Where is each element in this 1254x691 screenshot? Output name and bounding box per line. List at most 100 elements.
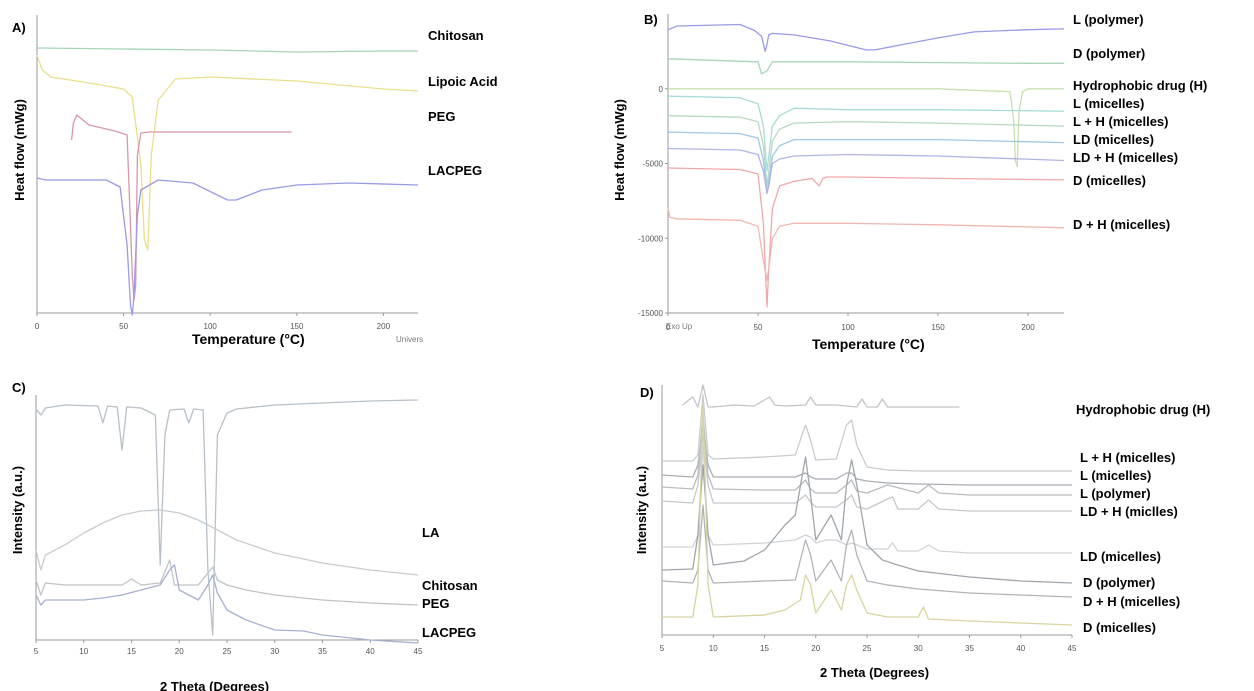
series-label: L + H (micelles)	[1073, 114, 1169, 129]
panel-label: A)	[12, 20, 26, 35]
x-tick-label: 0	[666, 323, 671, 332]
x-axis-label: Temperature (°C)	[192, 331, 305, 347]
series-line-lipoic-acid	[36, 54, 419, 251]
x-tick-label: 10	[79, 647, 88, 656]
y-tick-label: -10000	[638, 234, 663, 243]
y-axis-label: Heat flow (mWg)	[12, 99, 27, 201]
y-axis-label: Intensity (a.u.)	[634, 466, 649, 554]
x-tick-label: 150	[931, 323, 945, 332]
panel-d: D) Intensity (a.u.) 2 Theta (Degrees) 5 10 15…	[634, 384, 1210, 680]
series-label: Hydrophobic drug (H)	[1073, 78, 1207, 93]
series-label: LACPEG	[428, 163, 482, 178]
series-label: D + H (micelles)	[1083, 594, 1180, 609]
series-line-l-micelles	[667, 95, 1065, 172]
series-line-la	[35, 399, 419, 636]
x-axis-label: 2 Theta (Degrees)	[820, 665, 929, 680]
panel-label: D)	[640, 385, 654, 400]
x-tick-label: 50	[754, 323, 763, 332]
series-label: D + H (micelles)	[1073, 217, 1170, 232]
x-tick-label: 100	[841, 323, 855, 332]
panel-b: B) Heat flow (mWg) Temperature (°C) 0 50 100 1…	[612, 12, 1207, 352]
series-line-l-polymer	[661, 414, 1072, 496]
series-line-peg	[70, 114, 292, 301]
x-tick-label: 30	[270, 647, 279, 656]
series-label: LD (micelles)	[1080, 549, 1161, 564]
y-axis-label: Heat flow (mWg)	[612, 99, 627, 201]
series-line-hydrophobic-drug-h	[682, 384, 960, 408]
series-line-l-polymer	[667, 23, 1065, 53]
y-tick-label: -15000	[638, 309, 663, 318]
x-tick-label: 20	[175, 647, 184, 656]
series-line-ld-h-micelles	[667, 147, 1065, 195]
x-tick-label: 10	[709, 644, 718, 653]
x-tick-label: 40	[1016, 644, 1025, 653]
panel-label: C)	[12, 380, 26, 395]
series-line-l-h-micelles	[667, 115, 1065, 187]
x-tick-label: 20	[811, 644, 820, 653]
series-line-ld-h-miclles	[661, 434, 1072, 512]
series-line-peg	[35, 559, 419, 606]
x-tick-label: 25	[863, 644, 872, 653]
x-tick-label: 200	[377, 322, 391, 331]
series-label: LA	[422, 525, 440, 540]
series-label: Lipoic Acid	[428, 74, 498, 89]
series-line-ld-micelles	[667, 131, 1065, 195]
x-axis-label: Temperature (°C)	[812, 336, 925, 352]
x-tick-label: 45	[1068, 644, 1077, 653]
corner-note: Univers	[396, 335, 423, 344]
x-tick-label: 35	[318, 647, 327, 656]
series-line-l-h-micelles	[662, 394, 1072, 472]
series-label: L + H (micelles)	[1080, 450, 1176, 465]
x-tick-label: 40	[366, 647, 375, 656]
panel-c: C) Intensity (a.u.) 2 Theta (Degrees) 5 10 15…	[10, 380, 478, 691]
series-line-chitosan	[36, 47, 418, 53]
series-label: D (polymer)	[1083, 575, 1155, 590]
series-line-lacpeg	[36, 177, 419, 316]
series-label: L (polymer)	[1073, 12, 1144, 27]
series-label: LD + H (micelles)	[1073, 150, 1178, 165]
series-line-ld-micelles	[662, 444, 1072, 554]
x-tick-label: 15	[127, 647, 136, 656]
series-label: D (micelles)	[1083, 620, 1156, 635]
y-tick-label: 0	[659, 85, 664, 94]
x-tick-label: 5	[660, 644, 665, 653]
panel-a: A) Heat flow (mWg) Temperature (°C) 0 50 100 1…	[12, 15, 498, 347]
series-line-d-h-micelles	[667, 208, 1065, 281]
x-tick-label: 5	[34, 647, 39, 656]
series-line-chitosan	[35, 509, 419, 576]
panel-label: B)	[644, 12, 658, 27]
x-tick-label: 30	[914, 644, 923, 653]
x-tick-label: 100	[204, 322, 218, 331]
series-label: LD + H (miclles)	[1080, 504, 1178, 519]
series-label: PEG	[422, 596, 449, 611]
x-axis-label: 2 Theta (Degrees)	[160, 679, 269, 691]
x-tick-label: 45	[414, 647, 423, 656]
corner-note: Exo Up	[666, 322, 693, 331]
series-label: Hydrophobic drug (H)	[1076, 402, 1210, 417]
series-label: L (micelles)	[1080, 468, 1151, 483]
y-tick-label: -5000	[643, 160, 664, 169]
x-tick-label: 50	[119, 322, 128, 331]
series-label: D (micelles)	[1073, 173, 1146, 188]
x-tick-label: 0	[35, 322, 40, 331]
x-tick-label: 25	[223, 647, 232, 656]
series-line-d-polymer	[661, 456, 1073, 584]
series-line-d-micelles	[662, 404, 1073, 626]
series-label: Chitosan	[428, 28, 484, 43]
series-line-d-h-micelles	[661, 504, 1073, 598]
series-label: LD (micelles)	[1073, 132, 1154, 147]
series-line-lacpeg	[35, 564, 419, 644]
series-label: LACPEG	[422, 625, 476, 640]
series-line-hydrophobic-drug-h	[668, 88, 1064, 168]
series-line-d-micelles	[667, 167, 1065, 308]
series-label: D (polymer)	[1073, 46, 1145, 61]
series-label: L (micelles)	[1073, 96, 1144, 111]
x-tick-label: 35	[965, 644, 974, 653]
series-line-l-micelles	[661, 424, 1072, 486]
series-label: PEG	[428, 109, 455, 124]
x-tick-label: 15	[760, 644, 769, 653]
series-label: Chitosan	[422, 578, 478, 593]
x-tick-label: 150	[290, 322, 304, 331]
x-tick-label: 200	[1021, 323, 1035, 332]
